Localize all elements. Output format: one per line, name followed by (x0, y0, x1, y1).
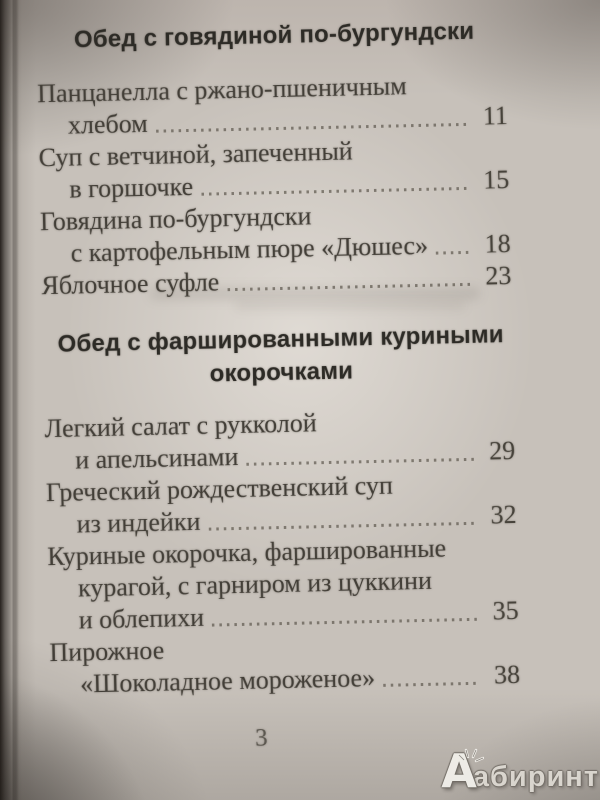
toc-entry-text: «Шоколадное мороженое» (79, 663, 376, 699)
toc-entry-text: Говядина по-бургундски (39, 201, 312, 237)
toc-entry-text: из индейки (76, 506, 201, 539)
dot-leader (227, 282, 471, 292)
toc-entry-text: Яблочное суфле (41, 267, 220, 301)
toc-entry-text: Греческий рождественский суп (45, 470, 394, 508)
toc-page-number: 32 (490, 499, 517, 530)
toc-page-number: 23 (485, 260, 512, 291)
table-of-contents: Обед с говядиной по-бургундски Панцанелл… (35, 0, 528, 800)
toc-page-number: 15 (482, 164, 510, 195)
dot-leader (212, 617, 478, 627)
dot-leader (436, 250, 470, 255)
toc-page-number: 29 (488, 435, 516, 466)
toc-entry-text: в горшочке (69, 171, 194, 204)
toc-entry-text: и облепихи (78, 602, 205, 635)
toc-entry-text: Легкий салат с рукколой (44, 408, 317, 444)
dot-leader (201, 186, 469, 196)
section-heading: Обед с говядиной по-бургундски (73, 17, 475, 54)
toc-page-number: 38 (493, 659, 521, 690)
toc-entry-text: Суп с ветчиной, запеченный (38, 136, 354, 173)
section-heading: Обед с фаршированными куриными окорочкам… (57, 321, 505, 388)
toc-entry-text: и апельсинами (74, 441, 239, 475)
toc-entry-text: Пирожное (49, 635, 165, 668)
toc-page-number: 11 (482, 101, 509, 131)
dot-leader (383, 681, 480, 687)
page-number: 3 (254, 724, 268, 752)
dot-leader (246, 457, 475, 466)
toc-page-number: 18 (484, 228, 511, 259)
toc-entry-text: хлебом (67, 108, 148, 140)
toc-section: Панцанелла с ржано-пшеничным хлебом 11 С… (37, 68, 518, 302)
toc-entry-text: Панцанелла с ржано-пшеничным (36, 71, 407, 109)
toc-section: Легкий салат с рукколой и апельсинами 29… (44, 403, 526, 701)
dot-leader (208, 521, 476, 531)
dot-leader (155, 122, 468, 133)
toc-entry-text: курагой, с гарниром из цуккини (77, 565, 433, 603)
toc-page-number: 35 (492, 595, 519, 626)
